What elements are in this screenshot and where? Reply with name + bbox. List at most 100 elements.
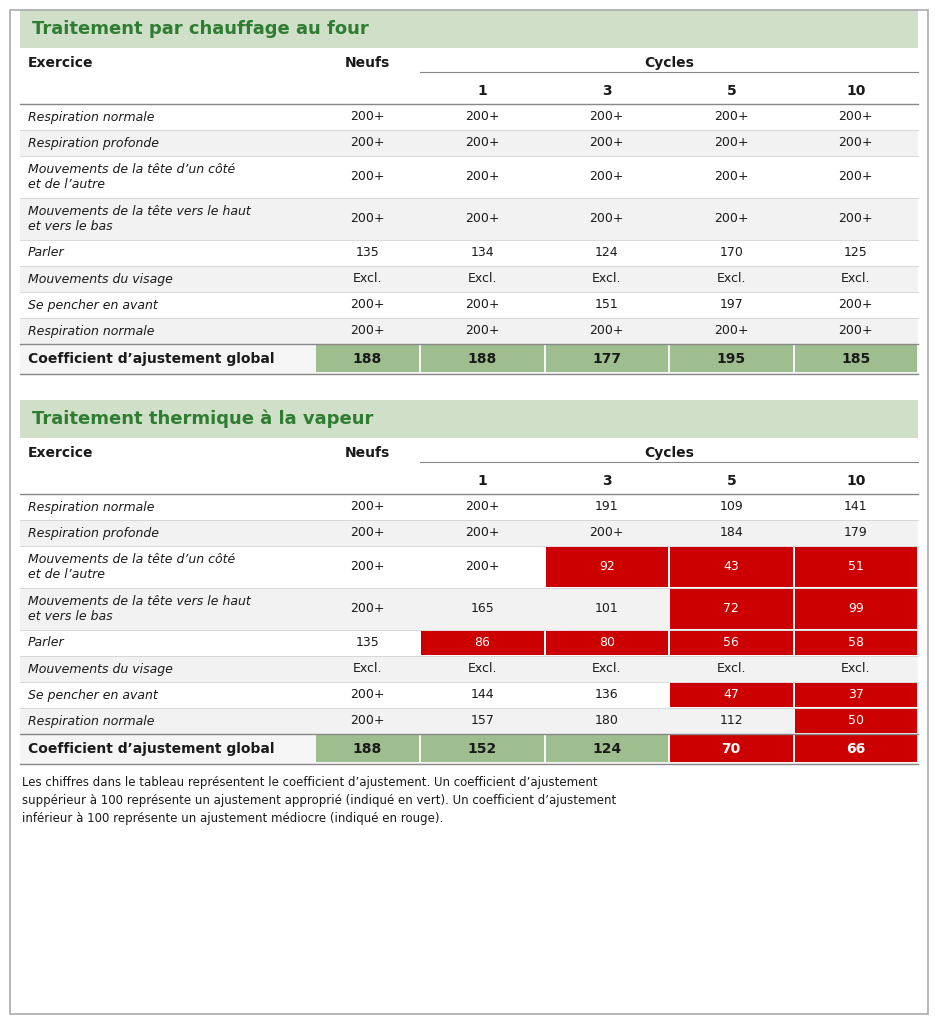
- Text: 170: 170: [719, 247, 743, 259]
- Bar: [20, 156, 918, 198]
- Text: 200+: 200+: [589, 136, 624, 150]
- Text: Neufs: Neufs: [345, 56, 390, 70]
- Text: Traitement thermique à la vapeur: Traitement thermique à la vapeur: [32, 410, 373, 428]
- Text: Excl.: Excl.: [717, 272, 746, 286]
- Text: 134: 134: [471, 247, 494, 259]
- Text: Exercice: Exercice: [28, 56, 94, 70]
- Text: Se pencher en avant: Se pencher en avant: [28, 299, 158, 311]
- Text: et vers le bas: et vers le bas: [28, 610, 113, 623]
- Text: Respiration profonde: Respiration profonde: [28, 526, 159, 540]
- Text: Coefficient d’ajustement global: Coefficient d’ajustement global: [28, 352, 275, 366]
- Bar: [794, 631, 917, 655]
- Text: 200+: 200+: [714, 136, 749, 150]
- Text: 3: 3: [602, 474, 612, 488]
- Text: 200+: 200+: [465, 526, 500, 540]
- Text: Se pencher en avant: Se pencher en avant: [28, 688, 158, 701]
- Text: 124: 124: [595, 247, 618, 259]
- Bar: [20, 266, 918, 292]
- Bar: [546, 631, 668, 655]
- Text: 5: 5: [726, 84, 736, 98]
- Text: 188: 188: [468, 352, 497, 366]
- Bar: [421, 735, 543, 762]
- Bar: [20, 198, 918, 240]
- Text: 188: 188: [353, 352, 382, 366]
- Text: 200+: 200+: [839, 213, 873, 225]
- Text: Respiration normale: Respiration normale: [28, 111, 155, 124]
- Text: 151: 151: [595, 299, 619, 311]
- Text: Parler: Parler: [28, 247, 65, 259]
- Text: 200+: 200+: [465, 299, 500, 311]
- Text: Excl.: Excl.: [717, 663, 746, 676]
- Text: 80: 80: [598, 637, 614, 649]
- Bar: [670, 547, 793, 587]
- Bar: [546, 735, 668, 762]
- Text: 200+: 200+: [589, 111, 624, 124]
- Bar: [20, 344, 918, 374]
- Text: 99: 99: [848, 602, 864, 615]
- Bar: [20, 318, 918, 344]
- Text: 200+: 200+: [350, 602, 385, 615]
- Text: 135: 135: [356, 637, 379, 649]
- Text: 200+: 200+: [589, 325, 624, 338]
- Text: 124: 124: [592, 742, 621, 756]
- Text: 144: 144: [471, 688, 494, 701]
- Text: Cycles: Cycles: [644, 446, 694, 460]
- Text: Respiration normale: Respiration normale: [28, 501, 155, 513]
- Text: 197: 197: [719, 299, 743, 311]
- Text: 56: 56: [723, 637, 739, 649]
- Text: et de l’autre: et de l’autre: [28, 568, 105, 581]
- Text: 188: 188: [353, 742, 382, 756]
- Text: 165: 165: [470, 602, 494, 615]
- Text: 200+: 200+: [589, 526, 624, 540]
- Text: 177: 177: [592, 352, 621, 366]
- Text: 200+: 200+: [839, 299, 873, 311]
- Text: Mouvements de la tête d’un côté: Mouvements de la tête d’un côté: [28, 553, 235, 566]
- Text: 1: 1: [477, 84, 487, 98]
- Text: Excl.: Excl.: [467, 272, 497, 286]
- Text: Mouvements de la tête vers le haut: Mouvements de la tête vers le haut: [28, 595, 250, 608]
- Text: 157: 157: [470, 715, 494, 727]
- Bar: [794, 547, 917, 587]
- Bar: [670, 735, 793, 762]
- Bar: [670, 345, 793, 372]
- Text: 200+: 200+: [589, 171, 624, 183]
- Text: 43: 43: [723, 560, 739, 573]
- Bar: [20, 10, 918, 48]
- Text: 10: 10: [846, 474, 866, 488]
- Bar: [20, 682, 918, 708]
- Text: et vers le bas: et vers le bas: [28, 220, 113, 233]
- Text: 50: 50: [848, 715, 864, 727]
- Text: 195: 195: [717, 352, 746, 366]
- Text: 185: 185: [841, 352, 870, 366]
- Text: Traitement par chauffage au four: Traitement par chauffage au four: [32, 20, 369, 38]
- Text: 109: 109: [719, 501, 743, 513]
- Text: 200+: 200+: [465, 560, 500, 573]
- Text: 70: 70: [721, 742, 741, 756]
- Text: 200+: 200+: [465, 111, 500, 124]
- Text: Excl.: Excl.: [592, 272, 622, 286]
- Text: Mouvements du visage: Mouvements du visage: [28, 272, 173, 286]
- Bar: [546, 345, 668, 372]
- Text: 179: 179: [844, 526, 868, 540]
- Bar: [421, 345, 543, 372]
- Text: 200+: 200+: [714, 325, 749, 338]
- Text: Respiration profonde: Respiration profonde: [28, 136, 159, 150]
- Bar: [670, 683, 793, 707]
- Bar: [794, 589, 917, 629]
- Text: 72: 72: [723, 602, 739, 615]
- Text: 200+: 200+: [714, 213, 749, 225]
- Text: 200+: 200+: [350, 111, 385, 124]
- Text: 200+: 200+: [350, 136, 385, 150]
- Text: 200+: 200+: [350, 171, 385, 183]
- Bar: [794, 345, 917, 372]
- Text: 125: 125: [844, 247, 868, 259]
- Bar: [20, 546, 918, 588]
- Text: 184: 184: [719, 526, 743, 540]
- Text: Excl.: Excl.: [841, 663, 870, 676]
- Text: 180: 180: [595, 715, 619, 727]
- Text: 200+: 200+: [350, 688, 385, 701]
- Text: 200+: 200+: [350, 213, 385, 225]
- Bar: [20, 520, 918, 546]
- Text: Les chiffres dans le tableau représentent le coefficient d’ajustement. Un coeffi: Les chiffres dans le tableau représenten…: [22, 776, 616, 825]
- Text: Respiration normale: Respiration normale: [28, 715, 155, 727]
